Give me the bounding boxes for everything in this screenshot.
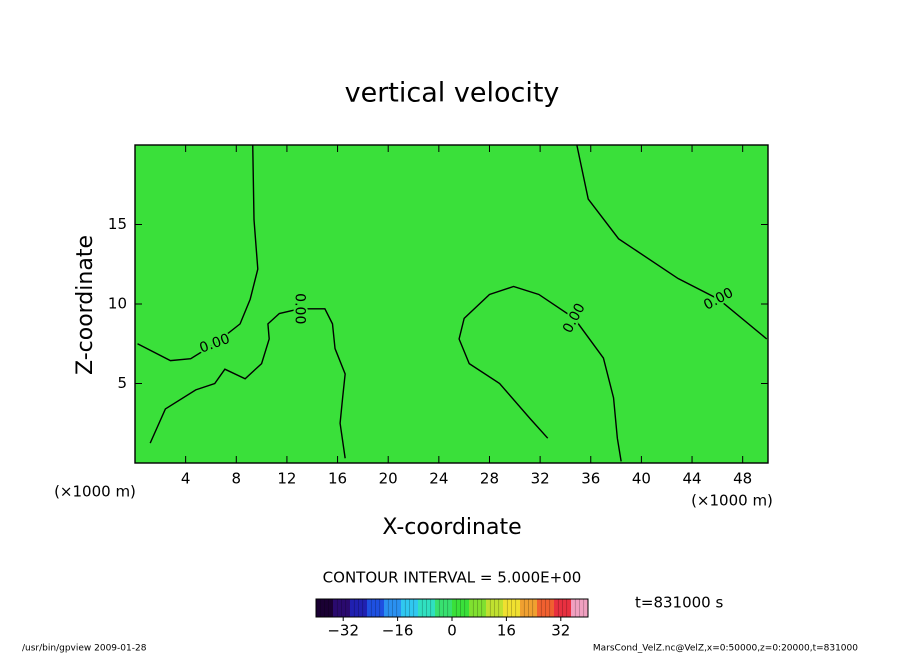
footer-left: /usr/bin/gpview 2009-01-28: [22, 644, 147, 654]
contour-label: 0.00: [292, 293, 308, 324]
x-tick-label: 12: [277, 470, 296, 488]
colorbar-tick-label: −16: [382, 622, 414, 640]
x-axis-label: X-coordinate: [382, 515, 521, 540]
colorbar-segment: [520, 599, 538, 617]
colorbar-segment: [316, 599, 334, 617]
x-unit-label: (×1000 m): [54, 483, 136, 501]
colorbar-segment: [401, 599, 419, 617]
x-tick-label: 36: [581, 470, 600, 488]
y-tick-label: 5: [117, 374, 127, 392]
colorbar-segment: [452, 599, 470, 617]
y-axis-label: Z-coordinate: [73, 235, 98, 375]
chart-title: vertical velocity: [345, 78, 560, 109]
x-tick-label: 24: [429, 470, 448, 488]
x-tick-label: 48: [733, 470, 752, 488]
colorbar-segment: [367, 599, 385, 617]
y-tick-label: 15: [108, 215, 127, 233]
x-tick-label: 16: [328, 470, 347, 488]
colorbar-segment: [503, 599, 521, 617]
colorbar-tick-label: 16: [497, 622, 516, 640]
x-tick-label: 44: [682, 470, 701, 488]
x-tick-label: 4: [181, 470, 191, 488]
x-tick-label: 32: [531, 470, 550, 488]
colorbar-segment: [435, 599, 453, 617]
x-tick-label: 8: [232, 470, 242, 488]
colorbar-segment: [537, 599, 555, 617]
field: [135, 145, 768, 463]
colorbar-segment: [571, 599, 589, 617]
footer-right: MarsCond_VelZ.nc@VelZ,x=0:50000,z=0:2000…: [593, 644, 858, 654]
y-tick-label: 10: [108, 295, 127, 313]
time-label: t=831000 s: [635, 594, 723, 612]
colorbar-segment: [554, 599, 572, 617]
colorbar-segment: [418, 599, 436, 617]
contour-line: [458, 285, 622, 462]
colorbar-segment: [486, 599, 504, 617]
colorbar-tick-label: 32: [551, 622, 570, 640]
colorbar-tick-label: −32: [327, 622, 359, 640]
colorbar-segment: [333, 599, 351, 617]
contour-line: [576, 144, 768, 340]
colorbar-segment: [384, 599, 402, 617]
contour-interval: CONTOUR INTERVAL = 5.000E+00: [323, 569, 582, 587]
colorbar-segment: [469, 599, 487, 617]
x-tick-label: 28: [480, 470, 499, 488]
x-unit-label: (×1000 m): [691, 492, 773, 510]
colorbar-tick-label: 0: [447, 622, 457, 640]
contour-line: [149, 308, 346, 459]
x-tick-label: 40: [632, 470, 651, 488]
contour-line: [137, 144, 259, 362]
x-tick-label: 20: [379, 470, 398, 488]
colorbar-segment: [350, 599, 368, 617]
